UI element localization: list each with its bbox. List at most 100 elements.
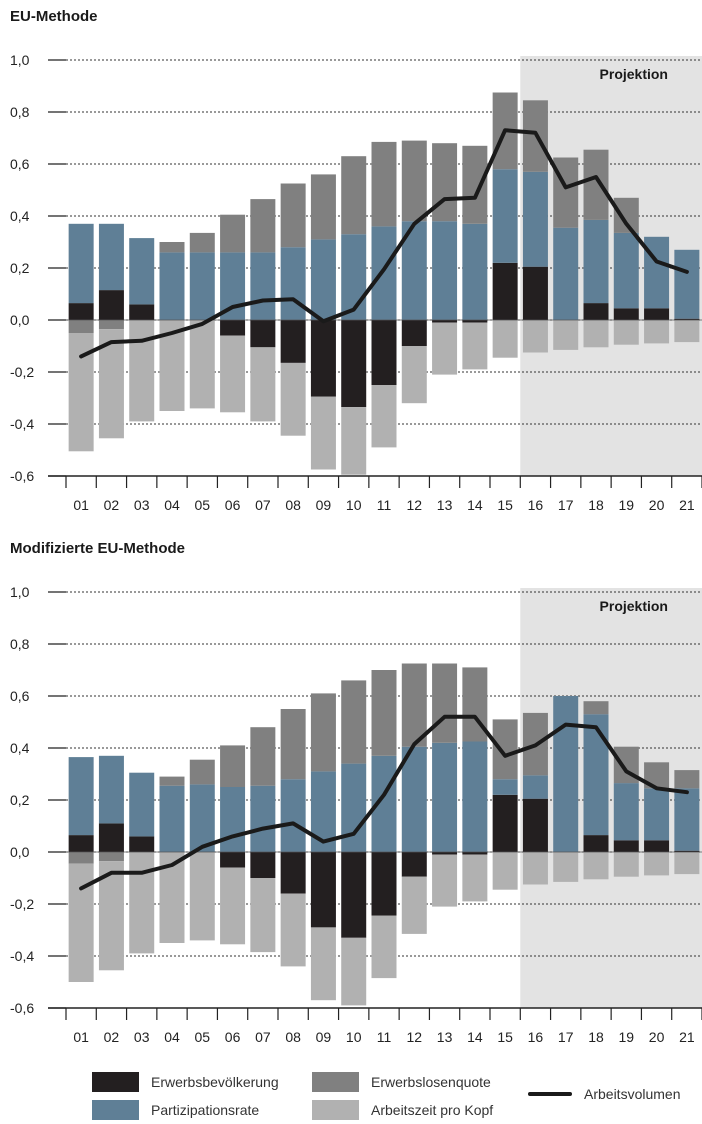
bar-erwerbsbevoelkerung-06-c1: [220, 852, 246, 868]
bar-erwerbslosenquote-14-c0: [462, 145, 488, 224]
bar-arbeitszeit-10-c1: [341, 937, 367, 1006]
y-tick-label-c0: 0,2: [10, 260, 30, 276]
legend: Erwerbsbevölkerung Partizipationsrate Er…: [0, 1068, 702, 1124]
bar-partizipationsrate-21-c1: [674, 788, 700, 851]
legend-label-partizipationsrate: Partizipationsrate: [151, 1102, 260, 1118]
bar-partizipationsrate-02-c1: [98, 755, 124, 824]
bar-partizipationsrate-05-c1: [189, 784, 215, 852]
bar-erwerbslosenquote-12-c0: [401, 140, 427, 222]
legend-item-arbeitsvolumen: Arbeitsvolumen: [528, 1086, 681, 1102]
y-tick-label-c0: 0,0: [10, 312, 30, 328]
projection-label-c1: Projektion: [600, 598, 668, 614]
line-arbeitsvolumen-c0: [79, 128, 689, 359]
bar-arbeitszeit-16-c1: [522, 852, 548, 885]
legend-label-erwerbslosenquote: Erwerbslosenquote: [371, 1074, 491, 1090]
legend-label-arbeitsvolumen: Arbeitsvolumen: [584, 1086, 681, 1102]
bar-erwerbsbevoelkerung-16-c1: [522, 798, 548, 852]
bar-partizipationsrate-11-c0: [371, 226, 397, 320]
bar-arbeitszeit-10-c0: [341, 407, 367, 475]
bar-arbeitszeit-20-c1: [644, 852, 670, 876]
bar-erwerbsbevoelkerung-21-c1: [674, 850, 700, 852]
bar-erwerbsbevoelkerung-10-c0: [341, 320, 367, 408]
legend-label-arbeitszeit: Arbeitszeit pro Kopf: [371, 1102, 494, 1118]
bar-partizipationsrate-16-c1: [522, 775, 548, 799]
x-tick-label-04-c0: 04: [164, 497, 180, 513]
bar-partizipationsrate-16-c0: [522, 171, 548, 267]
x-tick-label-17-c1: 17: [558, 1029, 574, 1045]
bar-erwerbsbevoelkerung-08-c1: [280, 852, 306, 894]
x-tick-label-08-c1: 08: [285, 1029, 301, 1045]
bar-erwerbsbevoelkerung-03-c1: [129, 836, 155, 852]
x-tick-label-03-c0: 03: [134, 497, 150, 513]
bar-arbeitszeit-14-c1: [462, 854, 488, 902]
x-tick-label-09-c0: 09: [316, 497, 332, 513]
bar-arbeitszeit-08-c1: [280, 893, 306, 967]
bar-arbeitszeit-09-c1: [310, 927, 336, 1001]
chart-eu-methode: Projektion 1,0 0,8 0,6 0,4 0,2 0,0 -0,2 -0,4 -0,6…: [10, 52, 702, 513]
x-tick-label-04-c1: 04: [164, 1029, 180, 1045]
bar-arbeitszeit-18-c1: [583, 852, 609, 880]
y-tick-label-c1: 0,6: [10, 688, 30, 704]
bar-erwerbsbevoelkerung-11-c0: [371, 320, 397, 385]
bar-partizipationsrate-03-c1: [129, 772, 155, 837]
bar-arbeitszeit-20-c0: [644, 320, 670, 344]
y-tick-label-c0: 1,0: [10, 52, 30, 68]
bar-partizipationsrate-08-c0: [280, 247, 306, 320]
x-tick-label-01-c0: 01: [73, 497, 89, 513]
x-tick-label-19-c1: 19: [618, 1029, 634, 1045]
y-tick-label-c1: 1,0: [10, 584, 30, 600]
bar-arbeitszeit-09-c0: [310, 396, 336, 470]
bar-partizipationsrate-19-c0: [613, 232, 639, 309]
bar-erwerbsbevoelkerung-18-c0: [583, 303, 609, 320]
bar-erwerbslosenquote-13-c1: [432, 663, 458, 743]
bar-arbeitszeit-06-c0: [220, 335, 246, 413]
x-tick-label-12-c1: 12: [406, 1029, 422, 1045]
bar-erwerbslosenquote-04-c0: [159, 242, 185, 253]
x-tick-label-12-c0: 12: [406, 497, 422, 513]
bar-erwerbsbevoelkerung-12-c1: [401, 852, 427, 877]
bar-arbeitszeit-17-c1: [553, 852, 579, 882]
y-tick-label-c0: -0,4: [10, 416, 34, 432]
bar-erwerbsbevoelkerung-14-c1: [462, 852, 488, 855]
x-tick-label-11-c1: 11: [377, 1029, 392, 1045]
x-tick-label-08-c0: 08: [285, 497, 301, 513]
bar-erwerbslosenquote-12-c1: [401, 663, 427, 747]
bar-arbeitszeit-19-c0: [613, 320, 639, 345]
bar-arbeitszeit-05-c0: [189, 320, 215, 409]
bar-partizipationsrate-14-c0: [462, 223, 488, 320]
bar-arbeitszeit-14-c0: [462, 322, 488, 370]
chart-title-eu-methode: EU-Methode: [10, 8, 98, 25]
bar-partizipationsrate-15-c0: [492, 169, 518, 263]
bar-arbeitszeit-16-c0: [522, 320, 548, 353]
x-tick-label-10-c1: 10: [346, 1029, 362, 1045]
bar-erwerbslosenquote-06-c0: [220, 214, 246, 253]
x-tick-label-07-c1: 07: [255, 1029, 271, 1045]
bar-arbeitszeit-03-c0: [129, 320, 155, 422]
legend-swatch-erwerbslosenquote: [312, 1072, 359, 1092]
y-tick-label-c1: 0,2: [10, 792, 30, 808]
bar-partizipationsrate-10-c1: [341, 763, 367, 852]
bar-erwerbslosenquote-15-c1: [492, 719, 518, 780]
bar-arbeitszeit-06-c1: [220, 867, 246, 945]
bar-erwerbsbevoelkerung-01-c0: [68, 303, 94, 320]
bar-erwerbsbevoelkerung-12-c0: [401, 320, 427, 346]
x-tick-label-15-c0: 15: [497, 497, 513, 513]
legend-swatch-partizipationsrate: [92, 1100, 139, 1120]
bar-erwerbsbevoelkerung-06-c0: [220, 320, 246, 336]
bar-erwerbslosenquote-07-c1: [250, 727, 276, 786]
bar-erwerbslosenquote-08-c0: [280, 183, 306, 248]
legend-item-partizipationsrate: Partizipationsrate: [92, 1100, 259, 1120]
bar-partizipationsrate-10-c0: [341, 234, 367, 320]
x-tick-label-05-c1: 05: [194, 1029, 210, 1045]
bar-erwerbslosenquote-06-c1: [220, 745, 246, 787]
bar-arbeitszeit-07-c0: [250, 347, 276, 422]
bar-arbeitszeit-17-c0: [553, 320, 579, 350]
bar-arbeitszeit-07-c1: [250, 878, 276, 953]
x-tick-label-14-c1: 14: [467, 1029, 483, 1045]
bar-arbeitszeit-12-c0: [401, 346, 427, 404]
bar-partizipationsrate-17-c1: [553, 696, 579, 852]
bar-erwerbsbevoelkerung-21-c0: [674, 318, 700, 320]
bar-erwerbslosenquote-07-c0: [250, 199, 276, 253]
bar-arbeitszeit-13-c0: [432, 322, 458, 375]
bar-erwerbsbevoelkerung-15-c1: [492, 794, 518, 852]
